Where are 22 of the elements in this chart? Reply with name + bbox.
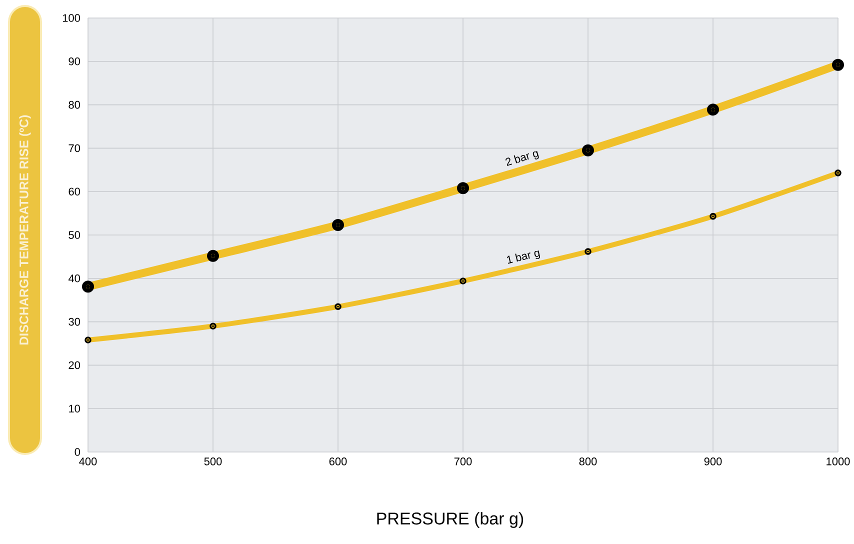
y-tick-label: 40 [68,274,80,282]
y-tick-label: 60 [68,188,80,196]
y-tick-label: 0 [74,448,80,456]
y-axis-title: DISCHARGE TEMPERATURE RISE (ºC) [19,115,31,345]
x-tick-label: 900 [704,458,722,466]
x-tick-label: 400 [79,458,97,466]
y-tick-label: 70 [68,144,80,152]
x-tick-label: 500 [204,458,222,466]
x-tick-label: 600 [329,458,347,466]
x-tick-label: 700 [454,458,472,466]
y-tick-label: 10 [69,404,80,412]
y-tick-label: 50 [68,231,80,239]
y-tick-label: 100 [62,14,80,22]
y-tick-label: 80 [68,100,80,109]
text: 1 bar g [506,250,540,264]
x-tick-label: 800 [579,458,597,466]
y-tick-label: 20 [68,361,80,370]
text: 2 bar g [506,150,539,166]
x-tick-label: 1000 [826,458,850,466]
x-axis-title: PRESSURE (bar g) [377,512,524,528]
y-tick-label: 30 [68,318,80,326]
y-tick-label: 90 [68,58,80,66]
